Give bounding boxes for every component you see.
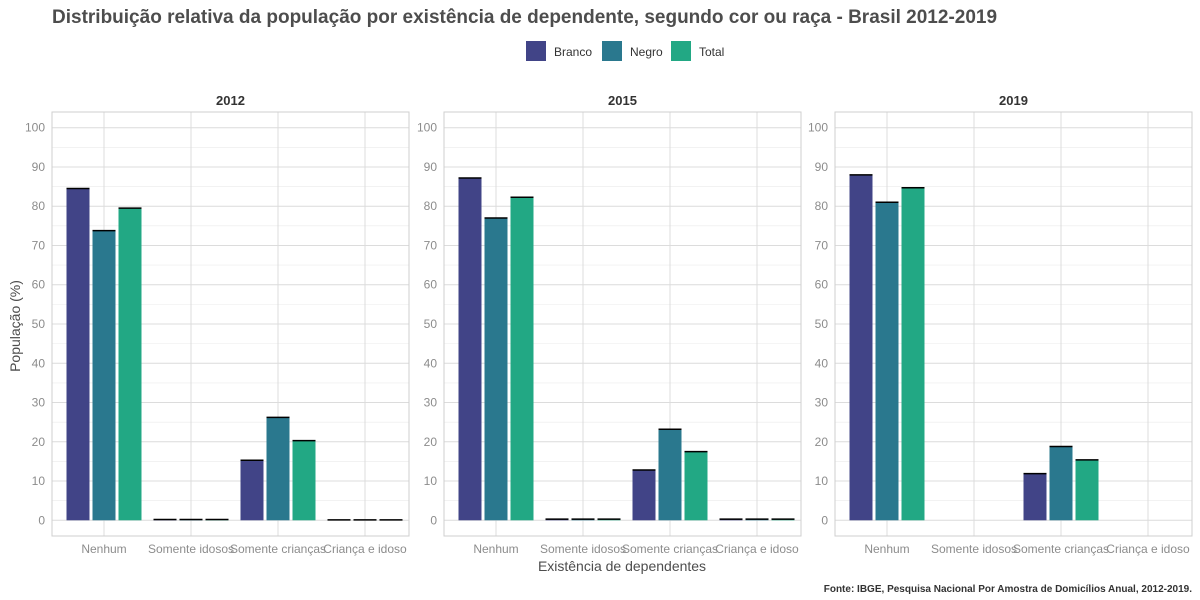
x-tick-label: Somente idosos xyxy=(148,542,234,556)
y-tick-label: 70 xyxy=(424,238,438,252)
y-tick-label: 70 xyxy=(32,238,46,252)
y-tick-label: 60 xyxy=(424,278,438,292)
x-tick-label: Somente crianças xyxy=(230,542,326,556)
panel-border xyxy=(834,111,1193,537)
bar-total xyxy=(684,451,708,521)
y-tick-label: 70 xyxy=(815,238,829,252)
legend-swatch-negro xyxy=(602,41,622,61)
x-tick-label: Nenhum xyxy=(473,542,518,556)
y-tick-label: 0 xyxy=(430,513,437,527)
bar-negro xyxy=(92,230,116,521)
bar-total xyxy=(118,208,142,521)
panel-border xyxy=(51,111,410,537)
legend-label-negro: Negro xyxy=(630,45,663,59)
x-tick-label: Nenhum xyxy=(864,542,909,556)
y-tick-label: 30 xyxy=(32,396,46,410)
y-tick-label: 30 xyxy=(815,396,829,410)
x-tick-label: Somente crianças xyxy=(1013,542,1109,556)
bar-total xyxy=(510,197,534,521)
bar-branco xyxy=(1023,473,1047,521)
bar-negro xyxy=(875,202,899,521)
y-tick-label: 20 xyxy=(32,435,46,449)
y-tick-label: 50 xyxy=(424,317,438,331)
x-axis-title: Existência de dependentes xyxy=(538,558,706,574)
panel-label: 2012 xyxy=(216,93,245,108)
legend-label-total: Total xyxy=(699,45,724,59)
legend-swatch-branco xyxy=(526,41,546,61)
y-tick-label: 60 xyxy=(815,278,829,292)
bar-total xyxy=(901,187,925,521)
y-tick-label: 80 xyxy=(32,199,46,213)
y-tick-label: 90 xyxy=(424,160,438,174)
y-tick-label: 0 xyxy=(821,513,828,527)
y-tick-label: 30 xyxy=(424,396,438,410)
x-tick-label: Somente idosos xyxy=(540,542,626,556)
bar-negro xyxy=(266,417,290,521)
bar-branco xyxy=(849,174,873,521)
y-tick-label: 90 xyxy=(815,160,829,174)
bar-branco xyxy=(66,188,90,521)
y-tick-label: 50 xyxy=(32,317,46,331)
panel-label: 2019 xyxy=(999,93,1028,108)
y-tick-label: 20 xyxy=(815,435,829,449)
legend-label-branco: Branco xyxy=(554,45,592,59)
y-tick-label: 40 xyxy=(815,356,829,370)
bar-branco xyxy=(632,470,656,521)
x-tick-label: Criança e idoso xyxy=(323,542,407,556)
legend: Branco Negro Total xyxy=(526,41,724,61)
bar-negro xyxy=(658,429,682,521)
y-tick-label: 90 xyxy=(32,160,46,174)
x-tick-label: Nenhum xyxy=(81,542,126,556)
bar-negro xyxy=(484,218,508,521)
legend-swatch-total xyxy=(671,41,691,61)
y-tick-label: 100 xyxy=(417,121,437,135)
panel-2015: 2015 0 10 20 30 40 50 60 70 80 90 100 Nenhum Somente … xyxy=(417,93,802,556)
chart-title: Distribuição relativa da população por e… xyxy=(52,7,997,28)
bar-branco xyxy=(240,460,264,521)
x-tick-label: Somente crianças xyxy=(622,542,718,556)
x-tick-label: Criança e idoso xyxy=(715,542,799,556)
y-tick-label: 0 xyxy=(38,513,45,527)
bar-total xyxy=(292,440,316,521)
x-tick-label: Somente idosos xyxy=(931,542,1017,556)
y-tick-label: 80 xyxy=(424,199,438,213)
y-tick-label: 40 xyxy=(32,356,46,370)
bar-total xyxy=(1075,459,1099,521)
bar-negro xyxy=(1049,446,1073,521)
caption: Fonte: IBGE, Pesquisa Nacional Por Amost… xyxy=(824,584,1192,595)
panel-label: 2015 xyxy=(608,93,637,108)
panel-border xyxy=(443,111,802,537)
y-tick-label: 80 xyxy=(815,199,829,213)
y-tick-label: 40 xyxy=(424,356,438,370)
y-tick-label: 100 xyxy=(808,121,828,135)
y-tick-label: 50 xyxy=(815,317,829,331)
y-tick-label: 10 xyxy=(32,474,46,488)
panel-2012: 2012 0 10 20 30 40 50 60 70 80 90 100 Nenhum Somente … xyxy=(25,93,410,556)
y-tick-label: 60 xyxy=(32,278,46,292)
x-tick-label: Criança e idoso xyxy=(1106,542,1190,556)
y-tick-label: 10 xyxy=(424,474,438,488)
y-tick-label: 100 xyxy=(25,121,45,135)
y-tick-label: 20 xyxy=(424,435,438,449)
bar-branco xyxy=(458,177,482,521)
y-axis-title: População (%) xyxy=(7,280,23,372)
panel-2019: 2019 0 10 20 30 40 50 60 70 80 90 100 Nenhum Somente … xyxy=(808,93,1193,556)
y-tick-label: 10 xyxy=(815,474,829,488)
